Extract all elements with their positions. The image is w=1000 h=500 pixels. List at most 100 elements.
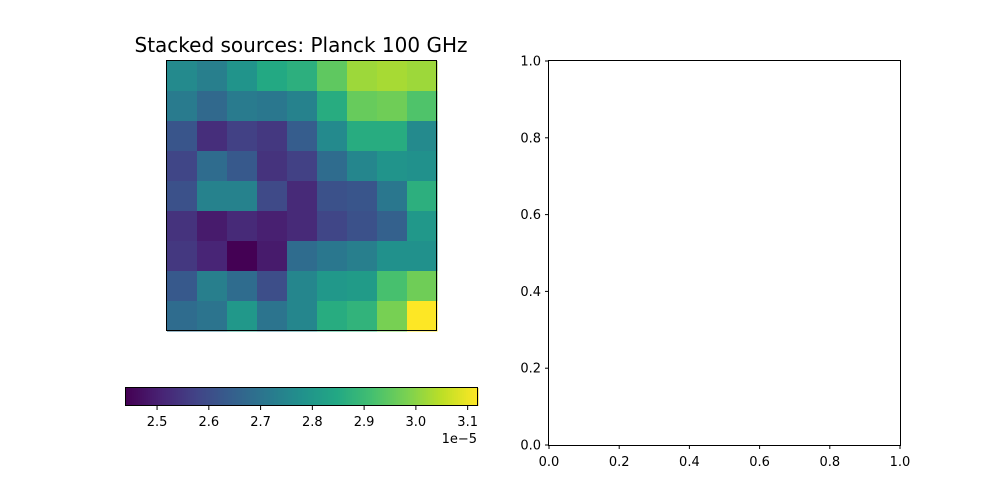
colorbar-segment [216,388,219,406]
heatmap-cell [377,121,408,152]
colorbar-segment [262,388,265,406]
colorbar-segment [406,388,409,406]
heatmap-cell [227,271,258,302]
colorbar-segment [270,388,273,406]
colorbar-segment [244,388,247,406]
colorbar-segment [428,388,431,406]
heatmap-cell [407,241,438,272]
colorbar-tick-label: 2.6 [198,415,219,430]
colorbar-ticks: 2.5 2.6 2.7 2.8 2.9 3.0 3.1 [147,406,478,430]
colorbar-segment [410,388,413,406]
heatmap-cell [257,241,288,272]
heatmap-cell [287,181,318,212]
colorbar-segment [326,388,329,406]
heatmap-cell [407,151,438,182]
y-tick-label: 0.2 [520,362,541,377]
heatmap-cell [347,271,378,302]
colorbar-segment [466,388,469,406]
colorbar-segment [200,388,203,406]
heatmap-cell [287,121,318,152]
colorbar-segment [364,388,367,406]
heatmap-cell [407,61,438,92]
colorbar-segment [240,388,243,406]
colorbar-segment [180,388,183,406]
colorbar-segment [444,388,447,406]
colorbar-segment [168,388,171,406]
heatmap-cell [347,151,378,182]
y-tick-label: 0.8 [520,131,541,146]
heatmap-cell [167,241,198,272]
heatmap-cell [377,91,408,122]
colorbar-segment [362,388,365,406]
colorbar-segment [330,388,333,406]
colorbar-segment [312,388,315,406]
heatmap-cell [227,91,258,122]
colorbar-segment [374,388,377,406]
colorbar-segment [414,388,417,406]
colorbar-segment [358,388,361,406]
colorbar-segment [246,388,249,406]
colorbar-segment [190,388,193,406]
heatmap-cell [377,301,408,332]
colorbar-segment [344,388,347,406]
colorbar-segment [144,388,147,406]
colorbar-segment [368,388,371,406]
colorbar-segment [142,388,145,406]
colorbar-segment [448,388,451,406]
heatmap-cell [347,181,378,212]
colorbar-segment [418,388,421,406]
colorbar-segment [164,388,167,406]
colorbar-segment [454,388,457,406]
heatmap-title: Stacked sources: Planck 100 GHz [135,33,468,57]
colorbar-segment [282,388,285,406]
colorbar-segment [336,388,339,406]
colorbar-segment [198,388,201,406]
colorbar-segment [196,388,199,406]
colorbar-segment [140,388,143,406]
heatmap-cell [407,91,438,122]
colorbar-segment [366,388,369,406]
right-y-axis: 0.0 0.2 0.4 0.6 0.8 1.0 [520,55,549,454]
colorbar-segment [256,388,259,406]
colorbar-segment [288,388,291,406]
colorbar-segment [218,388,221,406]
heatmap-cell [167,121,198,152]
colorbar-segment [356,388,359,406]
colorbar-segment [430,388,433,406]
colorbar-segment [250,388,253,406]
colorbar-segment [334,388,337,406]
colorbar-segment [304,388,307,406]
heatmap-cell [317,211,348,242]
colorbar-segment [274,388,277,406]
heatmap-cell [197,121,228,152]
heatmap-cell [377,271,408,302]
colorbar-segment [192,388,195,406]
colorbar-segment [396,388,399,406]
colorbar-segment [470,388,473,406]
colorbar-segment [268,388,271,406]
heatmap-cell [257,61,288,92]
colorbar-segment [420,388,423,406]
x-tick-label: 0.0 [539,455,560,470]
y-tick-label: 0.4 [520,285,541,300]
heatmap-cell [287,211,318,242]
heatmap-cell [287,91,318,122]
colorbar-segment [260,388,263,406]
colorbar-segment [412,388,415,406]
colorbar-segment [370,388,373,406]
colorbar-segment [292,388,295,406]
heatmap-cell [317,91,348,122]
colorbar-segment [316,388,319,406]
colorbar-segment [324,388,327,406]
heatmap-cell [317,151,348,182]
colorbar-segment [176,388,179,406]
heatmap-cell [227,211,258,242]
colorbar-segment [386,388,389,406]
colorbar-segment [202,388,205,406]
colorbar-segment [348,388,351,406]
colorbar-segment [464,388,467,406]
colorbar-segment [154,388,157,406]
colorbar-segment [226,388,229,406]
y-tick-label: 0.0 [520,439,541,454]
colorbar-segment [394,388,397,406]
